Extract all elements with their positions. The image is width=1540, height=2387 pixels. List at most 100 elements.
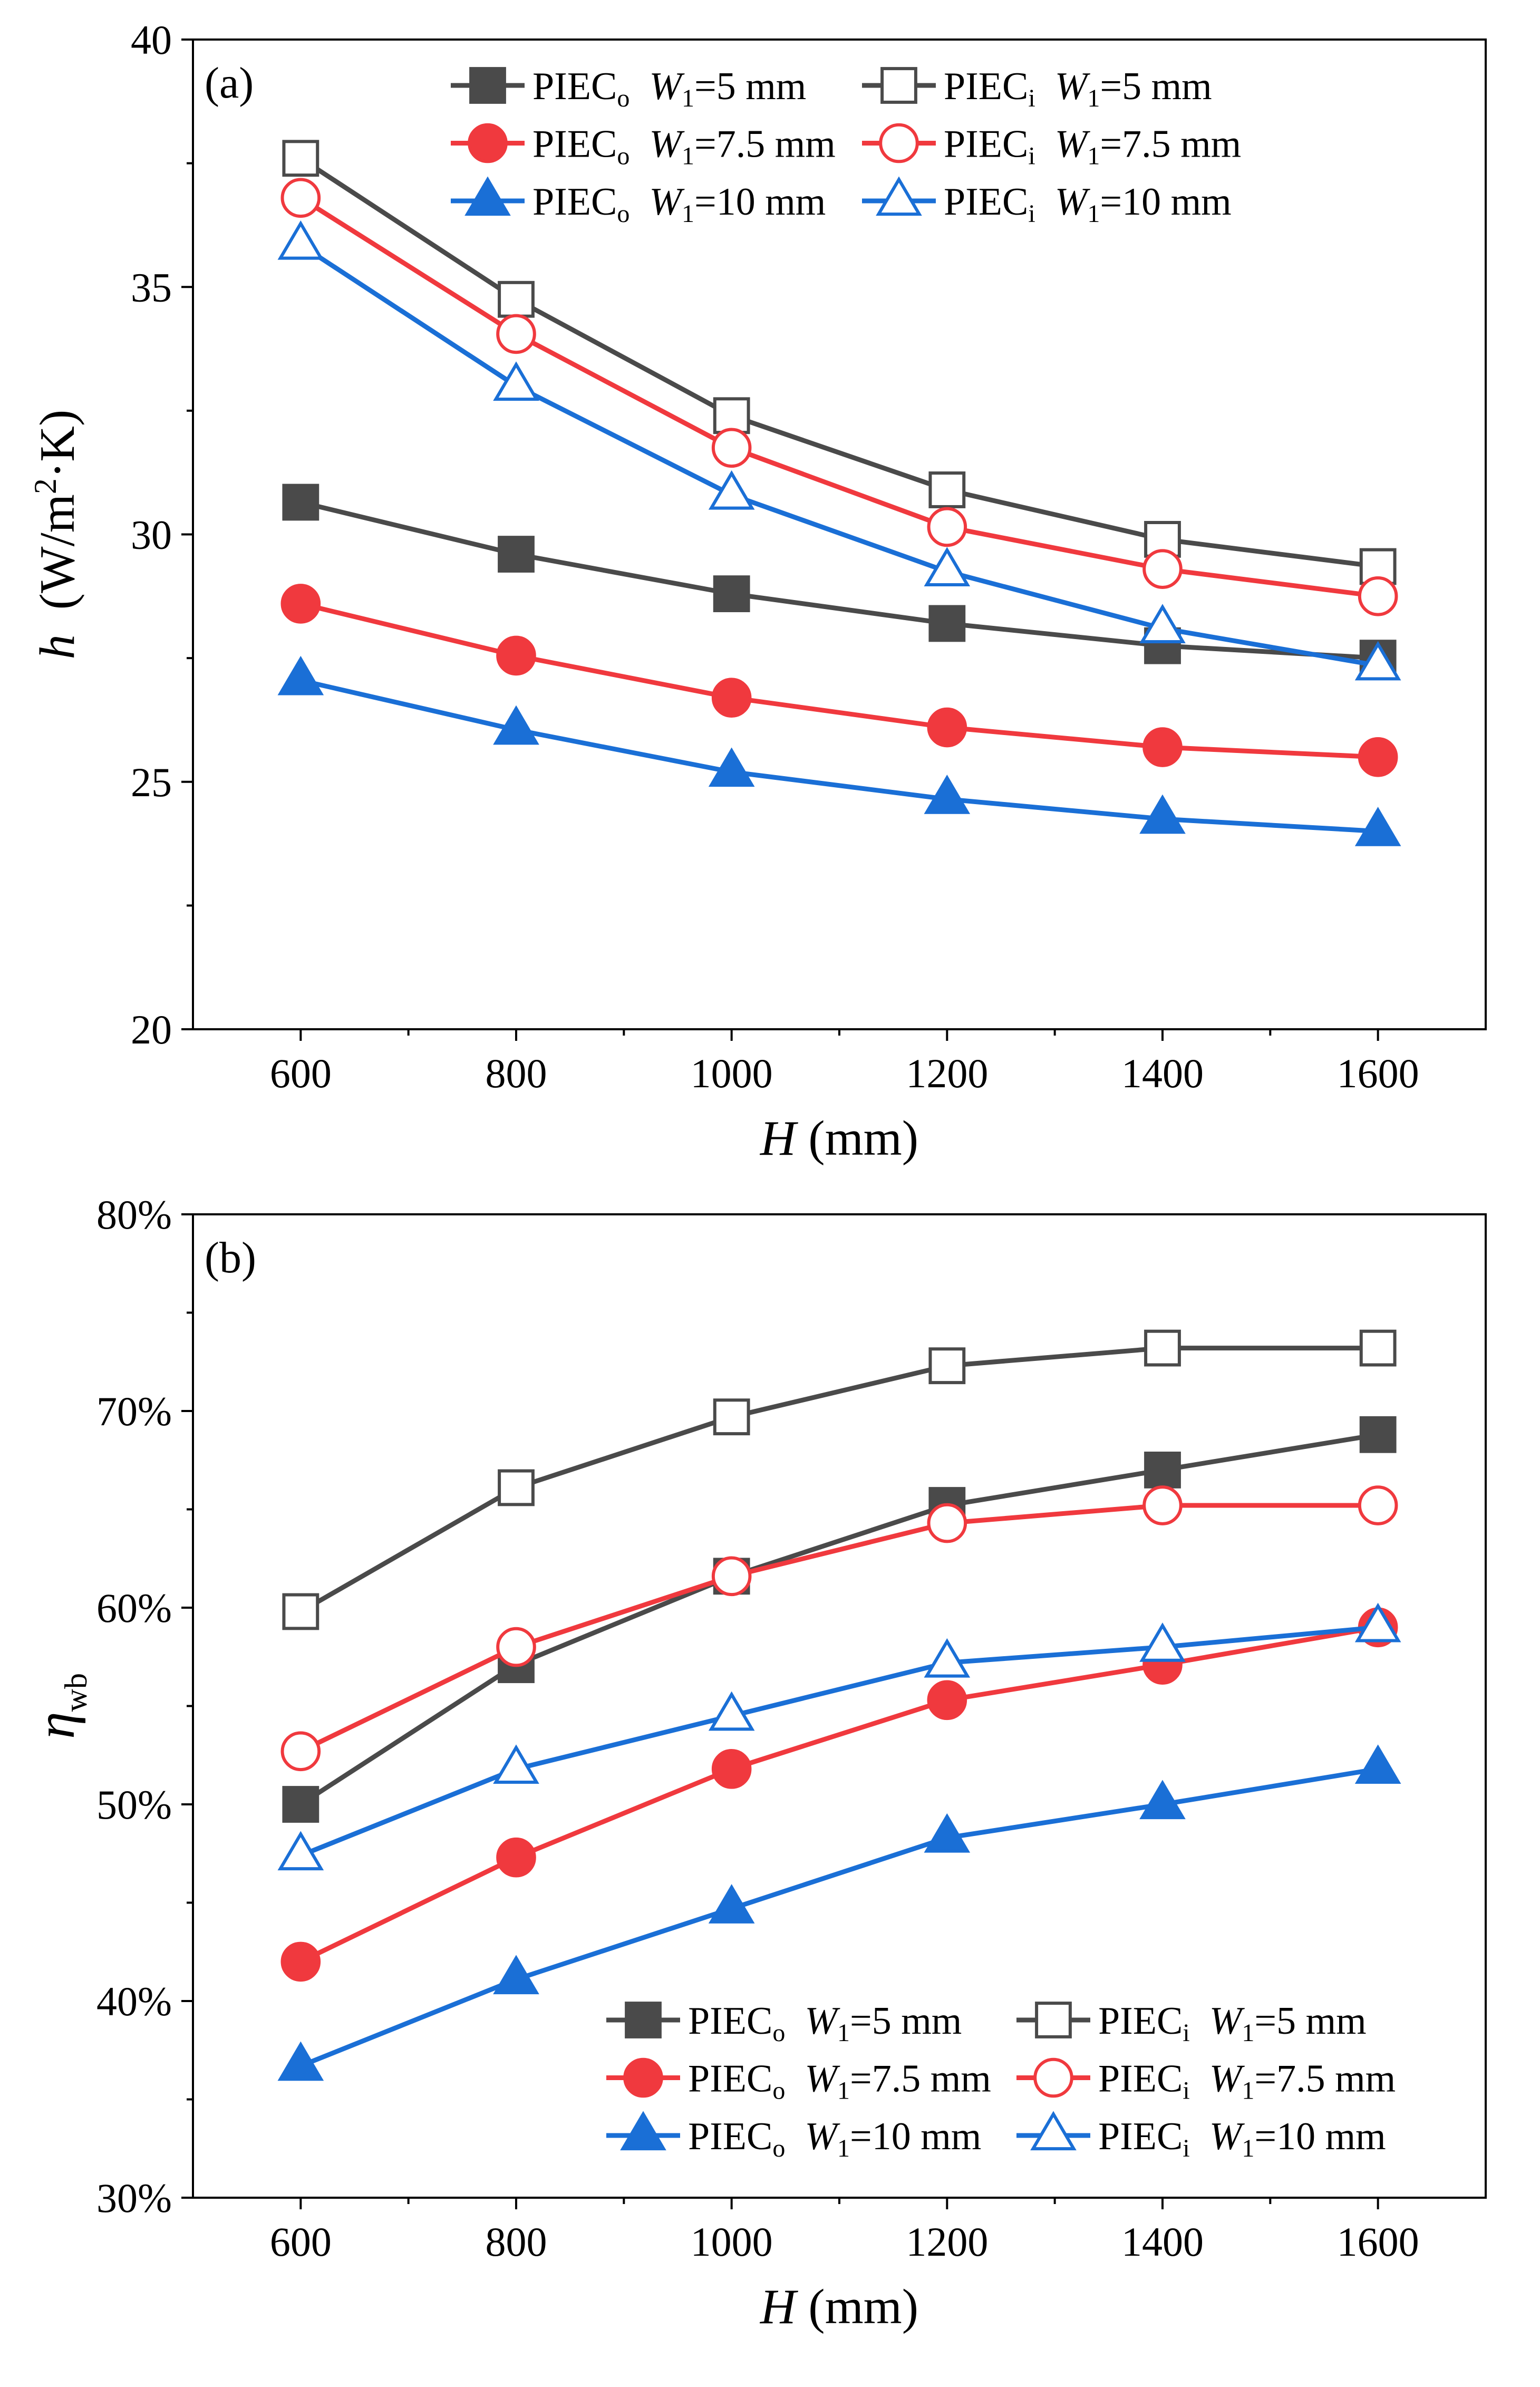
legend-base: PIEC <box>688 2057 772 2101</box>
data-point <box>713 397 750 434</box>
data-point <box>927 507 967 547</box>
legend-rest: =7.5 mm <box>1100 123 1241 166</box>
legend-base: PIEC <box>1098 1999 1183 2043</box>
data-point <box>924 1638 971 1678</box>
series-line <box>300 678 1378 834</box>
legend-base-sub: o <box>617 200 629 228</box>
legend-base: PIEC <box>1098 2057 1183 2101</box>
data-point <box>1144 1452 1181 1489</box>
legend-item: PIECo W1=7.5 mm <box>451 123 836 170</box>
legend-marker <box>625 2002 662 2038</box>
data-point <box>711 428 752 468</box>
data-point <box>282 484 319 521</box>
data-point <box>928 471 966 508</box>
legend-w-sub: 1 <box>682 84 694 112</box>
legend-w: W <box>805 2115 840 2158</box>
legend-rest: =5 mm <box>1100 65 1212 108</box>
data-point <box>496 1837 536 1878</box>
legend-base: PIEC <box>688 1999 772 2043</box>
data-point <box>282 1593 319 1630</box>
legend-label: PIECi W1=7.5 mm <box>944 123 1241 170</box>
chart-panel-a: 600 800 1000 1200 1400 1600 20 25 30 35 40 (a) H (mm… <box>28 17 1487 1166</box>
x-tick-label: 1600 <box>1337 2219 1419 2265</box>
data-point <box>1139 794 1186 834</box>
x-axis-unit: (mm) <box>796 2279 918 2334</box>
data-point <box>927 1680 967 1721</box>
y-axis-sub: wb <box>59 1673 93 1712</box>
series-pieci-w1-5-mm <box>282 1329 1397 1630</box>
legend-marker <box>1030 2111 1077 2151</box>
y-tick-label: 30% <box>96 2175 172 2221</box>
legend-marker <box>879 123 919 163</box>
legend-w-sub: 1 <box>682 142 694 170</box>
data-point <box>280 1941 321 1982</box>
legend-rest: =5 mm <box>850 1999 962 2043</box>
legend-base-sub: i <box>1183 2134 1189 2162</box>
legend-w-sub: 1 <box>1087 142 1100 170</box>
data-point <box>280 1731 321 1772</box>
data-point <box>1354 807 1401 846</box>
legend-base-sub: o <box>772 2019 785 2047</box>
series-pieci-w1-5-mm <box>282 140 1397 585</box>
data-point <box>1144 1329 1181 1367</box>
legend-marker <box>469 67 506 104</box>
legend-marker <box>880 67 917 104</box>
legend-w-sub: 1 <box>1087 84 1100 112</box>
legend-w-sub: 1 <box>837 2077 850 2105</box>
series-pieco-w1-5-mm <box>282 1416 1397 1823</box>
series-line <box>299 1766 1379 2069</box>
legend-base-sub: o <box>617 142 629 170</box>
data-point <box>496 1627 536 1667</box>
legend-base: PIEC <box>532 65 617 108</box>
legend-base: PIEC <box>688 2115 772 2158</box>
y-axis-symbol: η <box>25 1712 86 1739</box>
data-point <box>280 178 321 218</box>
y-axis-unit: (W/m <box>30 494 85 610</box>
legend-w: W <box>805 1999 840 2043</box>
x-tick-label: 1000 <box>691 1050 773 1096</box>
legend-label: PIECo W1=5 mm <box>532 65 806 112</box>
x-tick-label: 1600 <box>1337 1050 1419 1096</box>
legend-item: PIECi W1=7.5 mm <box>862 123 1241 170</box>
data-point <box>713 575 750 613</box>
y-tick-label: 20 <box>131 1007 172 1052</box>
y-axis-title: h (W/m2·K) <box>28 410 85 660</box>
y-tick-label: 80% <box>96 1192 172 1238</box>
legend-item: PIECo W1=5 mm <box>606 1999 962 2047</box>
legend-item: PIECo W1=5 mm <box>451 65 806 112</box>
data-point <box>1358 737 1398 777</box>
data-point <box>927 1503 967 1543</box>
legend-rest: =10 mm <box>1254 2115 1386 2158</box>
x-tick-label: 1000 <box>691 2219 773 2265</box>
legend-w: W <box>1055 65 1091 108</box>
y-tick-label: 60% <box>96 1585 172 1631</box>
legend-w-sub: 1 <box>837 2134 850 2162</box>
x-tick-label: 600 <box>270 1050 332 1096</box>
data-point <box>277 2041 324 2081</box>
data-point <box>282 1786 319 1823</box>
data-point <box>708 1884 755 1924</box>
legend-marker <box>464 176 511 216</box>
x-tick-label: 800 <box>486 1050 547 1096</box>
data-point <box>708 470 755 510</box>
x-axis-title: H (mm) <box>759 1111 918 1166</box>
y-axis-unit-sup: 2 <box>28 478 63 494</box>
data-point <box>282 140 319 177</box>
legend-base: PIEC <box>944 123 1028 166</box>
legend-marker <box>1035 2002 1072 2038</box>
legend-w: W <box>1209 2057 1245 2101</box>
legend-label: PIECi W1=10 mm <box>1098 2115 1386 2162</box>
y-axis-symbol: h <box>30 634 85 659</box>
legend-marker <box>623 2057 663 2098</box>
legend-marker <box>468 123 508 163</box>
data-point <box>924 775 971 814</box>
legend-base-sub: o <box>772 2077 785 2105</box>
legend-label: PIECi W1=7.5 mm <box>1098 2057 1396 2105</box>
x-axis-unit: (mm) <box>796 1111 918 1166</box>
x-tick-label: 1400 <box>1121 2219 1204 2265</box>
legend-w: W <box>805 2057 840 2101</box>
data-point <box>708 1691 755 1731</box>
legend-label: PIECi W1=5 mm <box>1098 1999 1367 2047</box>
series-pieci-w1-7-5-mm <box>280 1485 1398 1772</box>
series-line <box>299 1625 1379 1964</box>
